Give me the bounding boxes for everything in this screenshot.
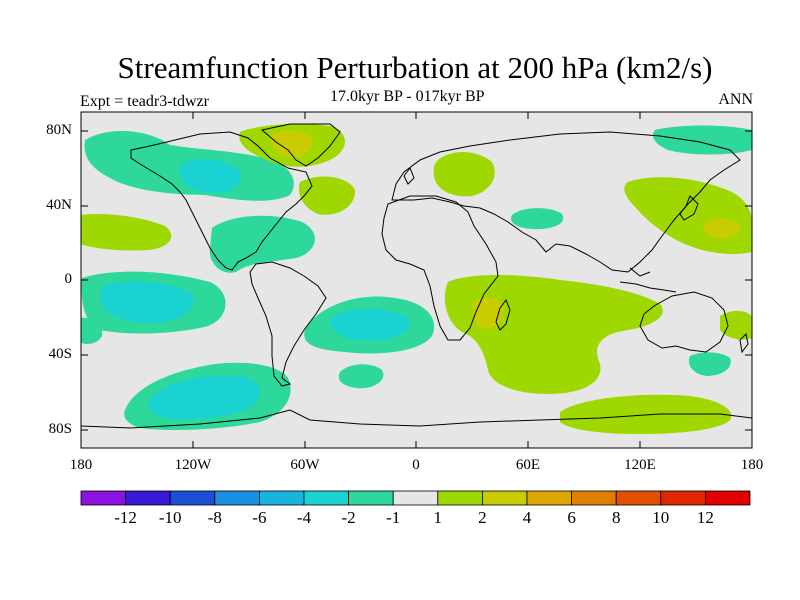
colorbar-label: 4 (522, 508, 532, 527)
anomaly-shading (81, 124, 752, 434)
lon-label-60w: 60W (290, 457, 320, 473)
colorbar-label: -1 (386, 508, 401, 527)
lat-label-40s: 40S (48, 346, 72, 362)
colorbar-label: 2 (478, 508, 487, 527)
colorbar-swatch (125, 490, 171, 506)
lat-label-0: 0 (64, 271, 73, 287)
region-tasman (720, 310, 752, 340)
colorbar-label: 8 (611, 508, 621, 527)
region-australia-south (688, 352, 731, 376)
region-central-america (209, 215, 315, 273)
core-greenland (271, 130, 313, 158)
region-pacific-east-north (81, 224, 85, 236)
lat-label-40n: 40N (46, 197, 72, 213)
coast-australia (639, 291, 729, 353)
coast-south-america (249, 261, 327, 387)
lon-label-120w: 120W (174, 457, 212, 473)
colorbar-swatch (705, 490, 751, 506)
colorbar-label: -12 (114, 508, 137, 527)
core-south-pacific (148, 375, 261, 420)
colorbar-label: 1 (433, 508, 443, 527)
colorbar (80, 490, 751, 506)
colorbar-label: 6 (567, 508, 576, 527)
colorbar-swatch (615, 490, 662, 506)
lon-label-180w: 180 (69, 457, 93, 473)
chart-title: Streamfunction Perturbation at 200 hPa (… (117, 50, 713, 85)
core-east-pacific (99, 281, 194, 323)
core-south-atlantic (330, 308, 410, 341)
colorbar-swatch (169, 490, 216, 506)
region-europe (433, 151, 495, 197)
colorbar-swatch (437, 490, 483, 506)
colorbar-swatch (481, 490, 528, 506)
region-atlantic-north (298, 176, 356, 215)
core-canada (179, 158, 242, 194)
colorbar-swatch (214, 490, 260, 506)
lon-label-180e: 180 (740, 457, 764, 473)
colorbar-label: -6 (252, 508, 267, 527)
lon-label-0: 0 (412, 457, 420, 473)
colorbar-label: -4 (296, 508, 312, 527)
coastlines (81, 123, 752, 429)
coast-japan (679, 195, 699, 221)
colorbar-label: 10 (652, 508, 670, 527)
coast-north-america (130, 131, 313, 271)
colorbar-swatch (303, 490, 349, 506)
season-label: ANN (718, 91, 753, 108)
coast-antarctica (81, 409, 752, 429)
lon-label-60e: 60E (515, 457, 541, 473)
experiment-label: Expt = teadr3-tdwzr (80, 93, 209, 110)
core-northwest-pacific (703, 218, 741, 239)
coast-eurasia (391, 131, 741, 273)
region-arctic-east (652, 125, 752, 155)
coast-greenland (260, 123, 341, 167)
colorbar-swatch (392, 490, 439, 506)
region-indian-ocean-north (510, 208, 564, 230)
coast-africa (381, 195, 499, 341)
colorbar-swatch (571, 490, 617, 506)
coast-indonesia (619, 267, 677, 293)
colorbar-swatch (258, 490, 305, 506)
colorbar-label: -10 (158, 508, 182, 527)
period-label: 17.0kyr BP - 017kyr BP (330, 88, 485, 105)
lat-label-80s: 80S (48, 421, 72, 437)
colorbar-swatch (526, 490, 572, 506)
colorbar-swatch (80, 490, 126, 506)
colorbar-label: -8 (207, 508, 222, 527)
colorbar-swatch (660, 490, 706, 506)
colorbar-swatch (348, 490, 394, 506)
colorbar-label: 12 (696, 508, 714, 527)
axis-ticks (80, 112, 753, 448)
coast-madagascar (495, 298, 511, 331)
region-north-america-west (81, 214, 172, 251)
coast-uk (403, 166, 415, 185)
region-southern-ocean (560, 394, 732, 434)
colorbar-label: -2 (341, 508, 356, 527)
coast-new-zealand (739, 332, 749, 354)
region-south-pacific-west (81, 317, 103, 344)
lon-label-120e: 120E (624, 457, 656, 473)
region-south-atlantic-small (338, 364, 384, 389)
lat-label-80n: 80N (46, 122, 72, 138)
